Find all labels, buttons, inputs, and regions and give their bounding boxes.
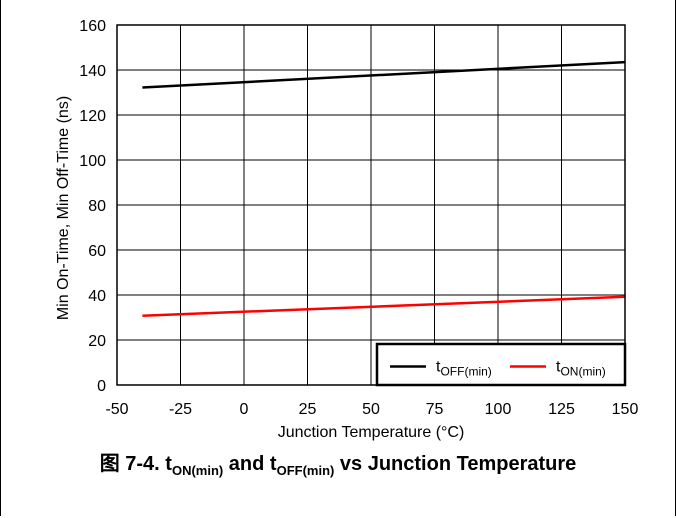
x-axis-label: Junction Temperature (°C) (278, 424, 465, 441)
x-tick-label: -50 (105, 401, 128, 418)
line-chart: 0 20 40 60 80 100 120 140 160 -50 -25 0 25 50 75 100 12… (55, 18, 638, 441)
x-tick-label: 75 (426, 401, 444, 418)
x-tick-label: 0 (240, 401, 249, 418)
caption-sub-off: OFF(min) (276, 463, 335, 478)
caption-suffix: vs Junction Temperature (334, 453, 577, 475)
y-tick-labels: 0 20 40 60 80 100 120 140 160 (79, 18, 106, 395)
legend-label-main: t (436, 359, 441, 376)
y-tick-label: 40 (88, 288, 106, 305)
y-tick-label: 0 (97, 378, 106, 395)
y-tick-label: 160 (79, 18, 106, 35)
legend-label-main: t (556, 359, 561, 376)
x-tick-label: 150 (612, 401, 639, 418)
x-tick-label: -25 (169, 401, 192, 418)
legend-label-sub: OFF(min) (440, 365, 491, 379)
y-tick-label: 100 (79, 153, 106, 170)
legend-label: tON(min) (556, 359, 606, 379)
x-tick-label: 50 (362, 401, 380, 418)
series-line-onmin (142, 295, 626, 317)
y-tick-label: 80 (88, 198, 106, 215)
gridlines (116, 24, 626, 386)
x-tick-label: 100 (485, 401, 512, 418)
series-line-offmin (142, 60, 626, 89)
legend: tOFF(min) tON(min) (375, 342, 627, 387)
x-tick-labels: -50 -25 0 25 50 75 100 125 150 (105, 401, 638, 418)
plot-area (116, 24, 626, 386)
y-axis-label: Min On-Time, Min Off-Time (ns) (55, 96, 72, 320)
caption-mid: and t (223, 453, 277, 475)
x-tick-label: 125 (548, 401, 575, 418)
x-tick-label: 25 (299, 401, 317, 418)
y-tick-label: 140 (79, 63, 106, 80)
y-tick-label: 20 (88, 333, 106, 350)
legend-label: tOFF(min) (436, 359, 492, 379)
caption-prefix: 图 7-4. t (99, 453, 172, 475)
caption-sub-on: ON(min) (171, 463, 224, 478)
y-tick-label: 60 (88, 243, 106, 260)
y-tick-label: 120 (79, 108, 106, 125)
legend-label-sub: ON(min) (560, 365, 605, 379)
series-lines (142, 60, 626, 317)
legend-box (375, 342, 627, 387)
figure-caption: 图 7-4. tON(min) and tOFF(min) vs Junctio… (0, 453, 676, 482)
